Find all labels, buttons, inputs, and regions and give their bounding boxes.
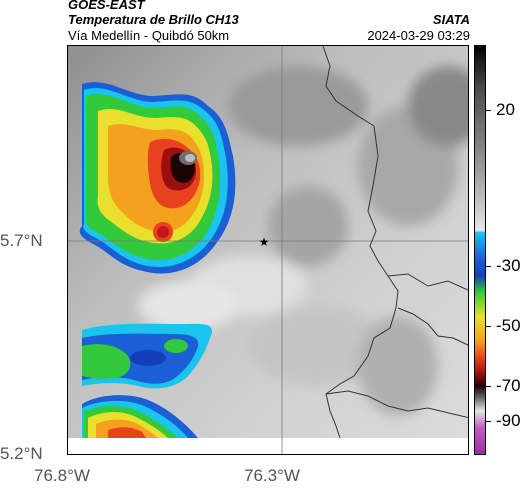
lat-label-5.7: 5.7°N: [0, 231, 43, 250]
colorbar-label-minus30: -30: [496, 256, 521, 275]
department-border: [322, 46, 399, 439]
colorbar-tick-20: [486, 110, 491, 111]
convective-cloud-middle: [82, 323, 213, 389]
lat-label-5.2: 5.2°N: [0, 444, 43, 463]
department-border-east: [387, 273, 468, 291]
colorbar: [474, 45, 486, 455]
colorbar-tick-minus70: [486, 386, 491, 387]
colorbar-label-20: 20: [496, 100, 515, 119]
no-data-strip: [68, 438, 468, 454]
map-canvas: ★: [68, 46, 468, 454]
convective-cloud-north: [79, 82, 236, 274]
lon-label-76.8: 76.8°W: [34, 466, 90, 485]
source-credit: SIATA: [432, 12, 470, 27]
colorbar-tick-minus90: [486, 421, 491, 422]
gray-cloud-texture: [138, 66, 468, 416]
colorbar-label-minus50: -50: [496, 316, 521, 335]
department-border-southeast: [397, 307, 468, 346]
department-border-south: [325, 390, 468, 419]
star-icon: ★: [259, 235, 270, 249]
product-title: Temperatura de Brillo CH13: [68, 12, 239, 27]
satellite-map[interactable]: ★: [67, 45, 469, 455]
colorbar-tick-minus30: [486, 266, 491, 267]
lon-label-76.3: 76.3°W: [244, 466, 300, 485]
colorbar-label-minus70: -70: [496, 376, 521, 395]
colorbar-tick-minus50: [486, 326, 491, 327]
timestamp: 2024-03-29 03:29: [367, 28, 470, 43]
colorbar-gradient: [475, 46, 485, 454]
colorbar-label-minus90: -90: [496, 411, 521, 430]
satellite-name: GOES-EAST: [68, 0, 145, 12]
region-subtitle: Vía Medellín - Quibdó 50km: [68, 28, 230, 43]
convective-cloud-south: [82, 395, 198, 438]
